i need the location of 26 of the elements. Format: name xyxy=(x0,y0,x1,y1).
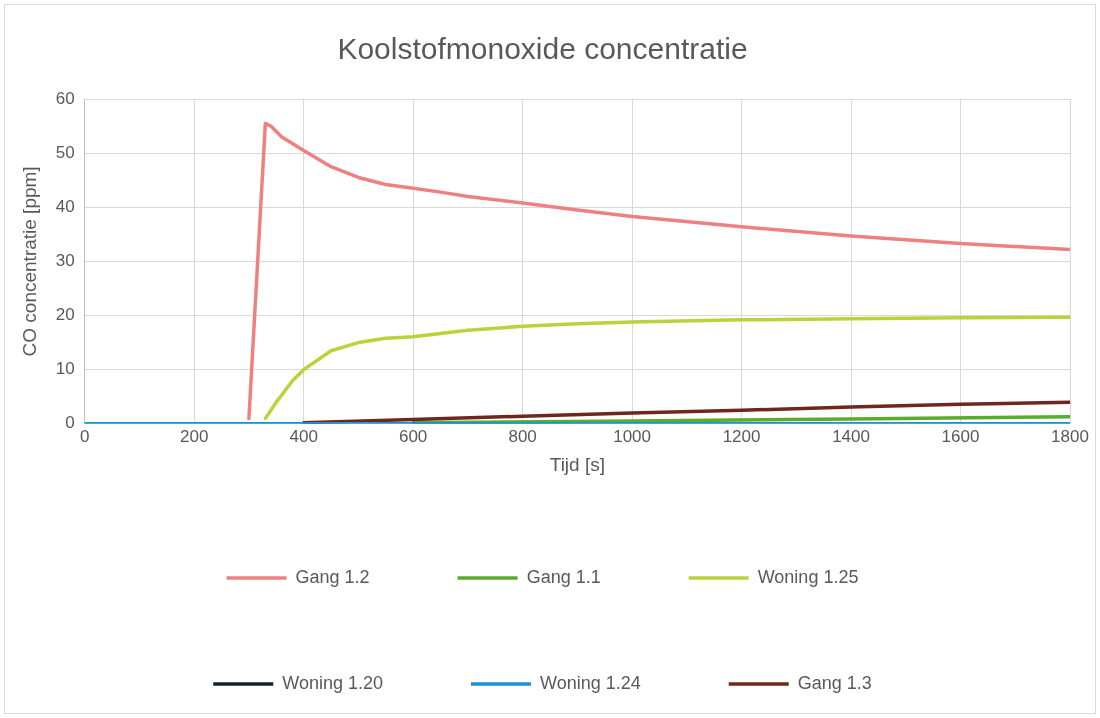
legend-label: Woning 1.20 xyxy=(282,672,383,693)
y-tick-label: 40 xyxy=(55,196,75,216)
y-tick-label: 20 xyxy=(55,305,75,325)
legend-label: Woning 1.24 xyxy=(539,672,641,693)
x-tick-label: 400 xyxy=(289,426,318,446)
x-tick-label: 1800 xyxy=(1051,426,1089,446)
x-tick-label: 0 xyxy=(79,426,90,446)
y-tick-label: 50 xyxy=(55,142,75,162)
chart-title: Koolstofmonoxide concentratie xyxy=(337,32,748,66)
legend-label: Gang 1.3 xyxy=(797,672,872,693)
y-tick-label: 60 xyxy=(55,88,75,108)
y-tick-label: 0 xyxy=(65,413,75,433)
x-tick-label: 200 xyxy=(180,426,209,446)
y-tick-label: 10 xyxy=(55,359,75,379)
x-axis-title: Tijd [s] xyxy=(549,453,605,475)
legend-label: Gang 1.2 xyxy=(295,566,370,587)
x-tick-label: 600 xyxy=(398,426,428,446)
legend-label: Woning 1.25 xyxy=(757,566,859,587)
x-tick-label: 1000 xyxy=(613,426,652,446)
legend-label: Gang 1.1 xyxy=(526,566,601,587)
y-tick-label: 30 xyxy=(55,251,75,271)
x-tick-label: 1600 xyxy=(941,426,980,446)
x-tick-label: 800 xyxy=(508,426,537,446)
x-tick-label: 1200 xyxy=(722,426,761,446)
x-tick-label: 1400 xyxy=(832,426,870,446)
y-axis-title: CO concentratie [ppm] xyxy=(18,166,40,357)
